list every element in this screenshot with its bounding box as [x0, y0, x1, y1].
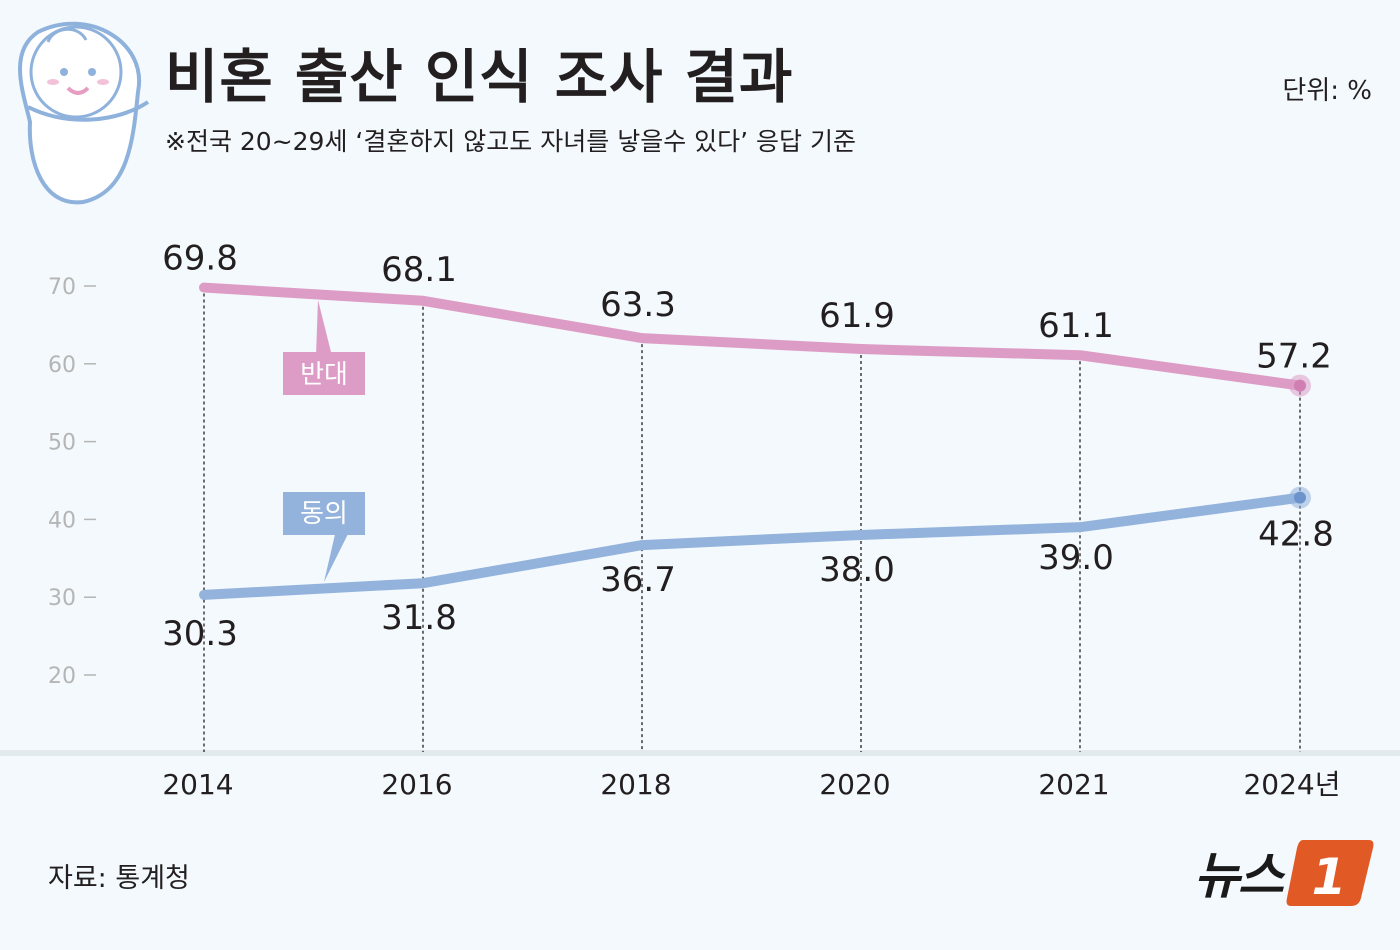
- legend-tag-agree-box: [283, 492, 365, 535]
- y-tick-label-20: 20: [48, 664, 76, 689]
- series-line-agree: [199, 492, 1305, 600]
- legend-tag-oppose-pointer: [316, 300, 332, 356]
- x-tick-label-4: 2021: [1038, 768, 1109, 801]
- value-label-agree-5: 42.8: [1258, 515, 1334, 555]
- end-point-0: [1294, 379, 1306, 392]
- x-tick-label-2: 2018: [600, 768, 671, 801]
- value-label-agree-1: 31.8: [381, 598, 457, 638]
- legend-tag-oppose-label: 반대: [300, 360, 348, 390]
- page-subtitle: ※전국 20~29세 ‘결혼하지 않고도 자녀를 낳을수 있다’ 응답 기준: [165, 127, 856, 156]
- value-label-agree-2: 36.7: [600, 560, 676, 600]
- x-tick-label-1: 2016: [381, 768, 452, 801]
- value-label-oppose-2: 63.3: [600, 285, 676, 325]
- legend-tag-agree-label: 동의: [300, 499, 348, 529]
- legend-tag-oppose-box: [283, 352, 365, 395]
- unit-label: 단위: %: [1282, 76, 1372, 106]
- value-label-agree-4: 39.0: [1038, 538, 1114, 578]
- logo-mark: 1: [1312, 848, 1347, 906]
- logo-text: 뉴스: [1194, 847, 1284, 905]
- value-label-oppose-4: 61.1: [1038, 306, 1114, 346]
- y-tick-label-70: 70: [48, 275, 76, 300]
- value-label-oppose-5: 57.2: [1256, 337, 1332, 377]
- value-label-agree-0: 30.3: [162, 614, 238, 654]
- y-tick-label-40: 40: [48, 508, 76, 533]
- end-point-1: [1294, 491, 1306, 504]
- legend-tag-agree-pointer: [324, 530, 350, 582]
- x-tick-label-5: 2024년: [1243, 768, 1340, 801]
- value-label-agree-3: 38.0: [819, 550, 895, 590]
- legend-tag-oppose: 반대: [283, 300, 365, 395]
- legend-tag-agree: 동의: [283, 492, 365, 582]
- x-tick-label-3: 2020: [819, 768, 890, 801]
- source-note: 자료: 통계청: [48, 863, 190, 894]
- x-tick-label-0: 2014: [162, 768, 233, 801]
- value-label-oppose-0: 69.8: [162, 239, 238, 279]
- value-label-oppose-1: 68.1: [381, 250, 457, 290]
- y-tick-label-50: 50: [48, 431, 76, 456]
- x-axis-band: [0, 750, 1400, 756]
- y-tick-label-30: 30: [48, 586, 76, 611]
- baby-illustration: [18, 21, 150, 205]
- y-tick-label-60: 60: [48, 353, 76, 378]
- value-label-oppose-3: 61.9: [819, 296, 895, 336]
- series-line-oppose: [199, 282, 1305, 391]
- page-title: 비혼 출산 인식 조사 결과: [165, 43, 794, 111]
- news1-logo-icon: 1: [1286, 840, 1374, 906]
